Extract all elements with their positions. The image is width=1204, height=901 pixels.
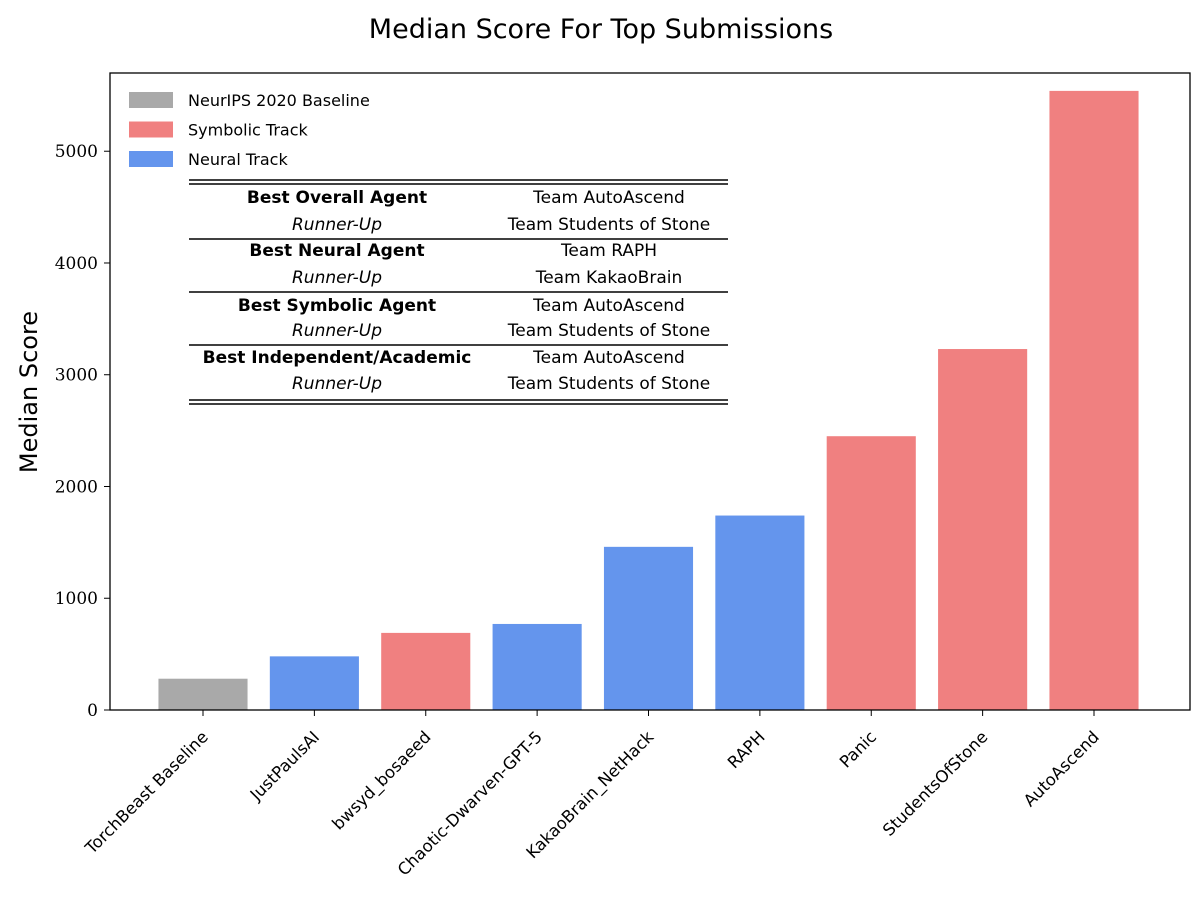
legend-swatch	[129, 92, 173, 108]
table-award: Runner-Up	[292, 268, 382, 288]
table-award: Runner-Up	[292, 215, 382, 235]
table-award: Best Symbolic Agent	[238, 296, 436, 316]
legend-label: NeurIPS 2020 Baseline	[188, 91, 370, 110]
plot-frame	[109, 72, 1191, 711]
table-team: Team KakaoBrain	[535, 268, 683, 288]
x-tick-label: bwsyd_bosaeed	[328, 727, 435, 834]
table-award: Best Overall Agent	[247, 188, 427, 208]
legend-label: Symbolic Track	[188, 121, 309, 140]
legend-label: Neural Track	[188, 150, 288, 169]
legend-swatch	[129, 121, 173, 138]
table-award: Runner-Up	[292, 374, 382, 394]
table-award: Best Independent/Academic	[203, 348, 472, 368]
table-team: Team Students of Stone	[507, 215, 710, 235]
bar-autoascend	[1049, 90, 1139, 711]
bar-bwsyd-bosaeed	[381, 632, 471, 710]
y-axis: 0 1000 2000 3000 4000 5000	[55, 142, 110, 721]
y-tick-label: 3000	[55, 366, 98, 386]
table-team: Team RAPH	[560, 241, 657, 261]
x-axis: TorchBeast Baseline JustPaulsAI bwsyd_bosa…	[81, 710, 1103, 879]
bar-chaotic-dwarven-gpt-5	[492, 623, 582, 710]
legend: NeurIPS 2020 Baseline Symbolic Track Neura…	[129, 91, 370, 169]
x-tick-label: KakaoBrain_NetHack	[522, 727, 658, 863]
table-award: Best Neural Agent	[249, 241, 424, 261]
x-tick-label: JustPaulsAI	[246, 727, 323, 804]
y-tick-label: 4000	[55, 254, 98, 274]
table-award: Runner-Up	[292, 321, 382, 341]
bar-justpaulsai	[269, 656, 359, 710]
table-team: Team AutoAscend	[532, 348, 685, 368]
bar-kakaobrain-nethack	[603, 546, 694, 710]
x-tick-label: TorchBeast Baseline	[81, 727, 212, 858]
x-tick-label: StudentsOfStone	[879, 727, 991, 839]
y-tick-label: 0	[87, 701, 98, 721]
table-team: Team AutoAscend	[532, 188, 685, 208]
bar-studentsofstone	[938, 349, 1028, 710]
y-tick-label: 5000	[55, 142, 98, 162]
x-tick-label: AutoAscend	[1020, 727, 1103, 810]
x-tick-label: Panic	[836, 727, 880, 771]
bar-panic	[826, 436, 916, 710]
table-team: Team Students of Stone	[507, 321, 710, 341]
y-axis-label: Median Score	[15, 311, 43, 473]
chart-title: Median Score For Top Submissions	[369, 14, 833, 45]
y-tick-label: 2000	[55, 477, 98, 497]
table-team: Team AutoAscend	[532, 296, 685, 316]
legend-swatch	[129, 151, 173, 167]
x-tick-label: RAPH	[724, 727, 769, 772]
y-tick-label: 1000	[55, 589, 98, 609]
bars-group	[158, 90, 1139, 711]
bar-torchbeast-baseline	[158, 678, 248, 710]
bar-raph	[715, 515, 805, 710]
awards-table: Best Overall Agent Team AutoAscend Runner-…	[189, 179, 728, 405]
table-team: Team Students of Stone	[507, 374, 710, 394]
